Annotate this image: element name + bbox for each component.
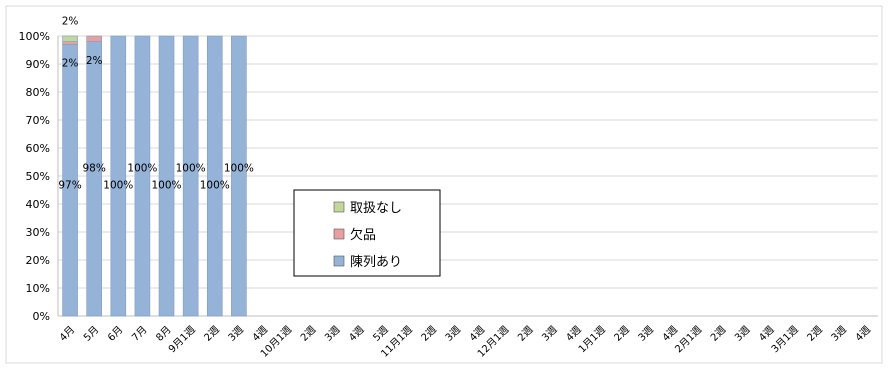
y-tick-label: 10% xyxy=(26,282,50,295)
legend-swatch xyxy=(333,255,345,267)
legend-label: 陳列あり xyxy=(350,255,402,270)
data-label: 100% xyxy=(127,163,157,175)
y-tick-label: 30% xyxy=(26,226,50,239)
data-labels: 97%98% 100% 100% 100% 100% 100% 100% 2% 2% 2% xyxy=(58,16,254,192)
data-label: 100% xyxy=(152,179,182,191)
y-tick-label: 100% xyxy=(19,30,50,43)
chart-frame xyxy=(5,5,883,364)
bar-segment xyxy=(62,35,78,42)
legend-swatch xyxy=(333,201,345,213)
data-label: 97% xyxy=(58,179,81,191)
bar-segment xyxy=(182,35,199,317)
data-label: 2% xyxy=(86,55,103,67)
legend-label: 欠品 xyxy=(350,227,376,243)
y-tick-label: 20% xyxy=(26,254,50,267)
bar-segment xyxy=(206,35,223,317)
data-label: 100% xyxy=(103,179,133,191)
y-tick-label: 0% xyxy=(33,310,50,323)
y-tick-label: 60% xyxy=(26,142,50,155)
bar-segment xyxy=(158,35,175,317)
legend-label: 取扱なし xyxy=(350,201,402,216)
data-label: 100% xyxy=(224,163,254,175)
bar-segment xyxy=(134,35,151,317)
data-label: 98% xyxy=(83,163,106,175)
bar-segment xyxy=(62,41,78,45)
bar-segment xyxy=(231,35,247,317)
y-tick-label: 40% xyxy=(26,198,50,211)
y-tick-label: 90% xyxy=(26,58,50,71)
data-label: 2% xyxy=(62,16,79,28)
data-label: 100% xyxy=(176,163,206,175)
data-label: 100% xyxy=(200,179,230,191)
y-tick-label: 70% xyxy=(26,114,50,127)
legend-box xyxy=(293,189,441,277)
bars xyxy=(62,35,247,317)
y-tick-labels: 0% 10% 20% 30% 40% 50% 60% 70% 80% 90% 100% xyxy=(19,30,50,323)
data-label: 2% xyxy=(62,58,79,70)
y-tick-label: 50% xyxy=(26,170,50,183)
bar-segment xyxy=(86,35,102,42)
legend-swatch xyxy=(333,228,345,240)
y-tick-label: 80% xyxy=(26,86,50,99)
bar-segment xyxy=(110,35,127,317)
bar-segment xyxy=(86,41,102,317)
